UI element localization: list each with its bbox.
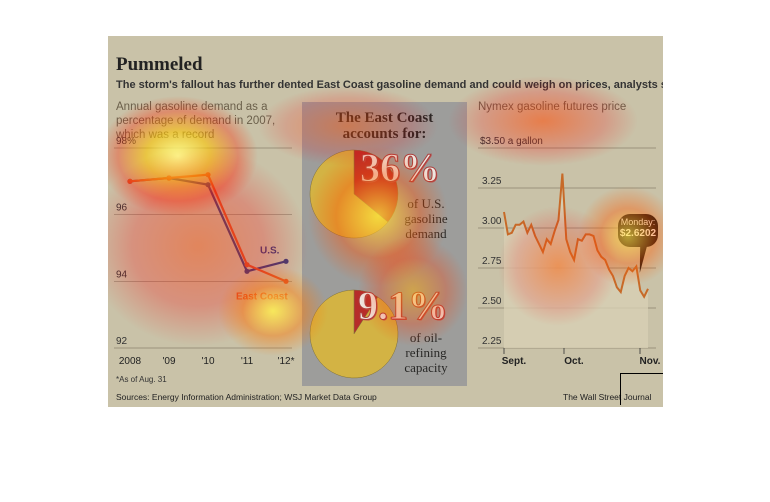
callout-value: $2.6202: [619, 228, 657, 239]
series-label-us: U.S.: [260, 245, 280, 256]
corner-rule-vertical: [620, 373, 621, 405]
refining-caption-line-2: refining: [405, 345, 447, 360]
y-tick-label: 94: [116, 269, 128, 280]
data-point: [166, 175, 172, 181]
x-tick-label: '09: [162, 356, 175, 367]
data-point: [205, 172, 211, 178]
monday-price-callout: Monday: $2.6202: [618, 214, 658, 247]
y-tick-label: 98%: [116, 136, 136, 147]
refining-share-value: 9.1%: [358, 283, 449, 329]
y-tick-label: 3.25: [482, 176, 502, 187]
footnote: *As of Aug. 31: [116, 375, 167, 384]
x-tick-label: Nov.: [640, 356, 661, 367]
y-tick-label: 96: [116, 203, 128, 214]
data-point: [127, 178, 133, 184]
x-tick-label: 2008: [119, 356, 142, 367]
data-point: [283, 258, 289, 264]
x-tick-label: '11: [241, 356, 254, 367]
callout-label: Monday:: [620, 217, 656, 227]
demand-title-line-2: percentage of demand in 2007,: [116, 115, 276, 127]
infographic: Pummeled The storm's fallout has further…: [108, 36, 663, 407]
demand-share-value: 36%: [360, 145, 441, 191]
demand-title-line-1: Annual gasoline demand as a: [116, 101, 268, 113]
x-tick-label: Oct.: [564, 356, 584, 367]
y-tick-label: 2.75: [482, 256, 502, 267]
demand-caption-line-1: of U.S.: [407, 196, 445, 211]
y-tick-label: 92: [116, 336, 128, 347]
share-header-line-1: The East Coast: [335, 110, 434, 126]
series-label-east-coast: East Coast: [236, 291, 288, 302]
corner-rule-horizontal: [620, 373, 663, 374]
publisher-credit: The Wall Street Journal: [563, 392, 652, 402]
futures-area: [504, 173, 648, 348]
y-tick-label: 2.50: [482, 296, 502, 307]
refining-caption-line-1: of oil-: [409, 330, 443, 345]
data-point: [283, 278, 289, 284]
x-tick-label: '12*: [278, 356, 295, 367]
demand-caption-line-3: demand: [405, 226, 447, 241]
y-tick-label: $3.50 a gallon: [480, 136, 543, 147]
demand-caption-line-2: gasoline: [404, 211, 448, 226]
series-line: [129, 176, 287, 273]
sources-note: Sources: Energy Information Administrati…: [116, 392, 377, 402]
share-header-line-2: accounts for:: [342, 126, 427, 142]
refining-caption-line-3: capacity: [404, 360, 448, 375]
demand-share-caption: of U.S. gasoline demand: [396, 196, 456, 241]
y-tick-label: 3.00: [482, 216, 502, 227]
x-tick-label: Sept.: [502, 356, 527, 367]
chart-title: Pummeled: [116, 54, 203, 75]
data-point: [244, 268, 250, 274]
east-coast-share-panel: The East Coast accounts for: 36% of U.S.…: [302, 102, 467, 386]
chart-subtitle: The storm's fallout has further dented E…: [116, 79, 663, 91]
x-tick-label: '10: [201, 356, 214, 367]
y-tick-label: 2.25: [482, 336, 502, 347]
demand-line-chart: 98% 96 94 92 2008 '09 '10 '11 '12* U.S. East Coast: [114, 136, 295, 367]
refining-share-caption: of oil- refining capacity: [396, 330, 456, 375]
share-header: The East Coast accounts for:: [302, 110, 467, 142]
futures-chart-title: Nymex gasoline futures price: [478, 101, 627, 113]
data-point: [205, 182, 211, 188]
series-line: [129, 173, 287, 283]
data-point: [244, 262, 250, 268]
